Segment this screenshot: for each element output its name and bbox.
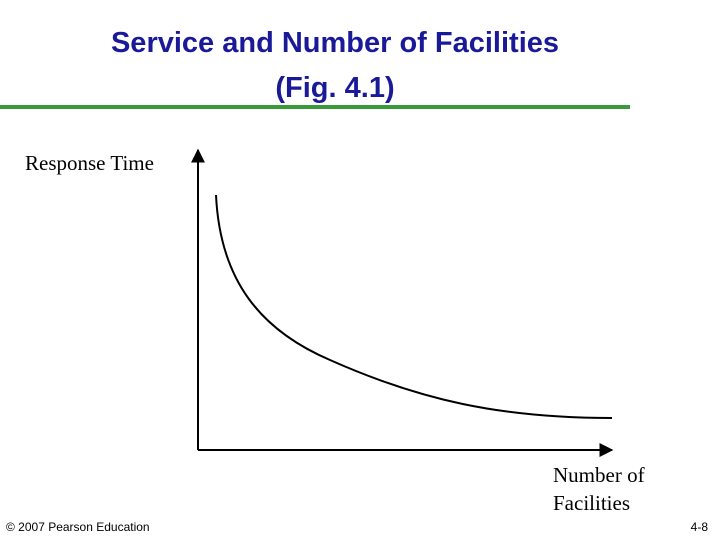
copyright: © 2007 Pearson Education	[6, 520, 150, 534]
title-line: (Fig. 4.1)	[275, 72, 394, 104]
curve	[215, 194, 613, 419]
x-axis-label: Facilities	[553, 491, 630, 515]
x-axis-label: Number of	[553, 463, 645, 487]
title-line: Service and Number of Facilities	[111, 27, 559, 59]
page-number: 4-8	[691, 520, 709, 534]
y-axis-label: Response Time	[25, 151, 154, 175]
